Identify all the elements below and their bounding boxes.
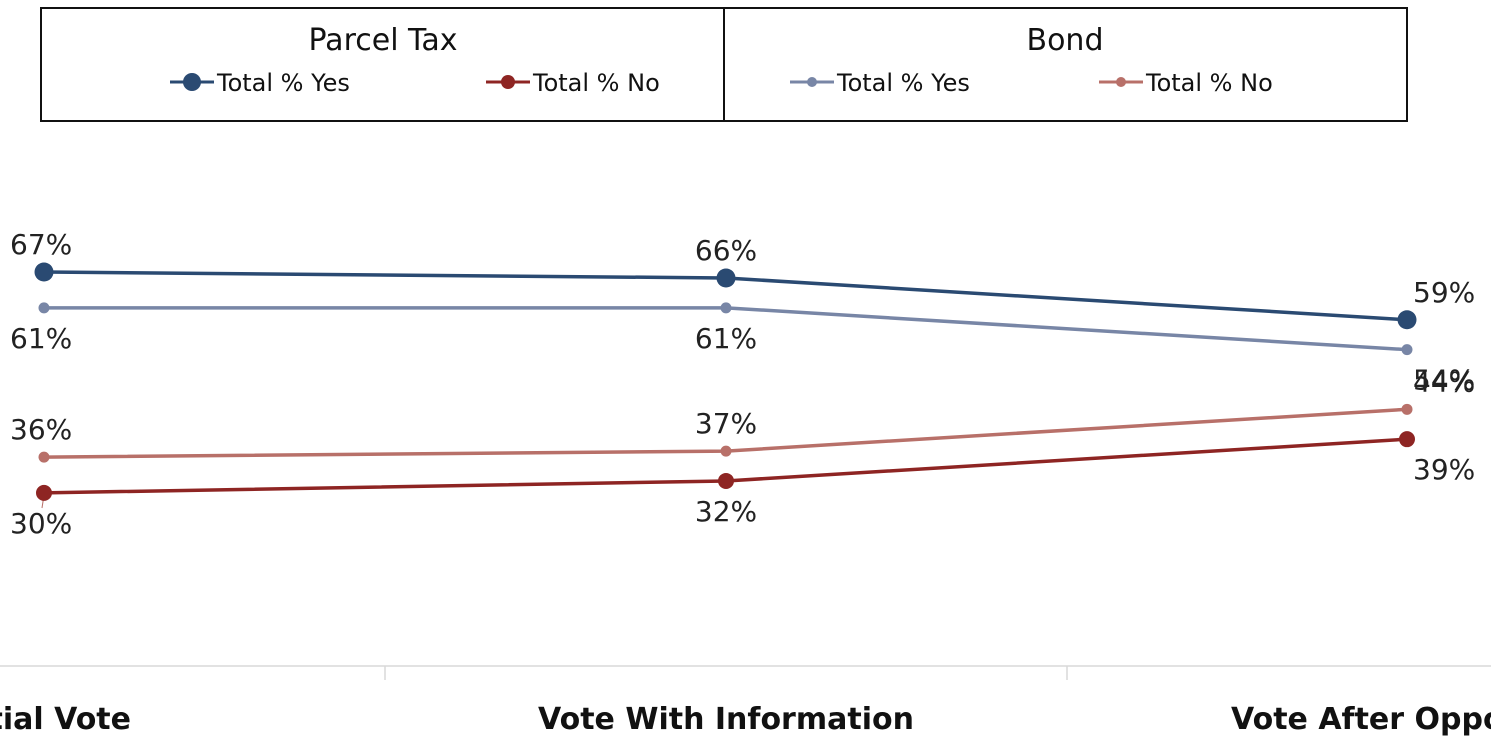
data-point	[1401, 344, 1413, 356]
data-label: 32%	[695, 495, 757, 528]
data-point	[1399, 431, 1415, 448]
x-tick-label-vote-with-information: Vote With Information	[538, 702, 914, 737]
legend-group-title-bond: Bond	[1027, 23, 1104, 58]
data-label: 37%	[695, 407, 757, 440]
series-parcel-yes: 67% 66% 59%	[10, 228, 1475, 330]
data-label: 44%	[1413, 365, 1475, 398]
legend-swatch-marker	[1116, 77, 1126, 87]
x-tick-label-vote-after-opposition: Vote After Oppo	[1231, 702, 1491, 737]
legend-entry-label: Total % No	[532, 69, 660, 97]
data-label: 67%	[10, 228, 72, 261]
data-point	[720, 302, 732, 314]
x-tick-label-initial-vote: tial Vote	[0, 702, 131, 737]
data-label: 61%	[10, 322, 72, 355]
legend-entry-bond-no: Total % No	[1099, 69, 1273, 97]
legend-swatch-marker	[501, 75, 515, 89]
legend-entry-parcel-yes: Total % Yes	[170, 69, 350, 97]
series-bond-no: 36% 37% 44%	[10, 365, 1475, 463]
data-point	[1397, 310, 1417, 330]
data-point	[38, 451, 50, 463]
data-label: 61%	[695, 322, 757, 355]
legend-group-title-parcel-tax: Parcel Tax	[308, 23, 457, 58]
legend-entry-bond-yes: Total % Yes	[790, 69, 970, 97]
data-point	[1401, 403, 1413, 415]
data-point	[34, 262, 54, 282]
data-label: 54%	[1413, 364, 1475, 397]
legend-entry-label: Total % Yes	[836, 69, 970, 97]
data-point	[38, 302, 50, 314]
data-label: 36%	[10, 413, 72, 446]
x-axis: tial Vote Vote With Information Vote Aft…	[0, 665, 1491, 737]
series-layer: 67% 66% 59% 61% 61% 54% 36% 37% 44% 30% 32% 39%	[10, 228, 1475, 540]
data-point	[716, 268, 736, 288]
data-label: 59%	[1413, 276, 1475, 309]
data-point	[36, 484, 52, 501]
legend-swatch-marker	[807, 77, 817, 87]
data-label: 30%	[10, 507, 72, 540]
legend-entry-label: Total % No	[1145, 69, 1273, 97]
legend: Parcel Tax Bond Total % Yes Total % No T…	[40, 7, 1408, 122]
data-point	[720, 445, 732, 457]
data-point	[718, 472, 734, 489]
series-parcel-no: 30% 32% 39%	[10, 431, 1475, 540]
legend-entry-parcel-no: Total % No	[486, 69, 660, 97]
data-label: 66%	[695, 234, 757, 267]
series-bond-yes: 61% 61% 54%	[10, 302, 1475, 397]
legend-swatch-marker	[183, 73, 201, 91]
legend-entry-label: Total % Yes	[216, 69, 350, 97]
data-label: 39%	[1413, 453, 1475, 486]
